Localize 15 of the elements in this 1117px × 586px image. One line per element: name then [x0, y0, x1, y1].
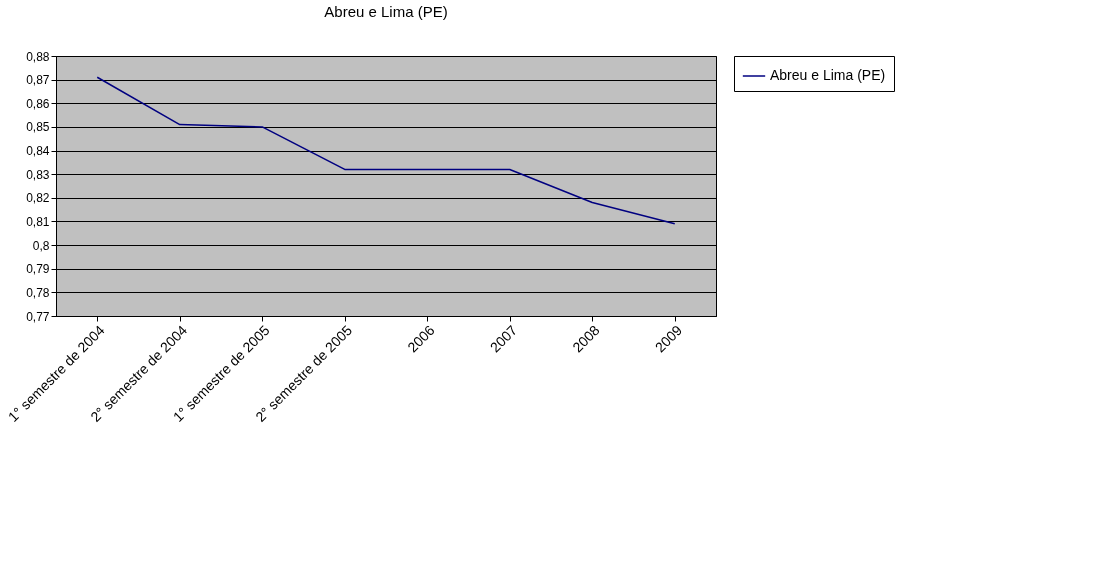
y-tick-label: 0,82 [26, 191, 50, 206]
y-tick-label: 0,78 [26, 285, 50, 300]
legend-label: Abreu e Lima (PE) [770, 67, 886, 83]
y-tick-label: 0,88 [26, 49, 50, 64]
line-series [96, 76, 676, 225]
y-tick-label: 0,79 [26, 262, 50, 277]
y-tick-label: 0,85 [26, 120, 50, 135]
y-tick-label: 0,86 [26, 96, 50, 111]
chart-title: Abreu e Lima (PE) [324, 3, 448, 20]
y-tick-label: 0,87 [26, 73, 50, 88]
y-tick-label: 0,84 [26, 144, 50, 159]
y-tick-label: 0,81 [26, 214, 50, 229]
y-tick-label: 0,8 [32, 238, 50, 253]
y-tick-label: 0,77 [26, 309, 50, 324]
y-tick-label: 0,83 [26, 167, 50, 182]
